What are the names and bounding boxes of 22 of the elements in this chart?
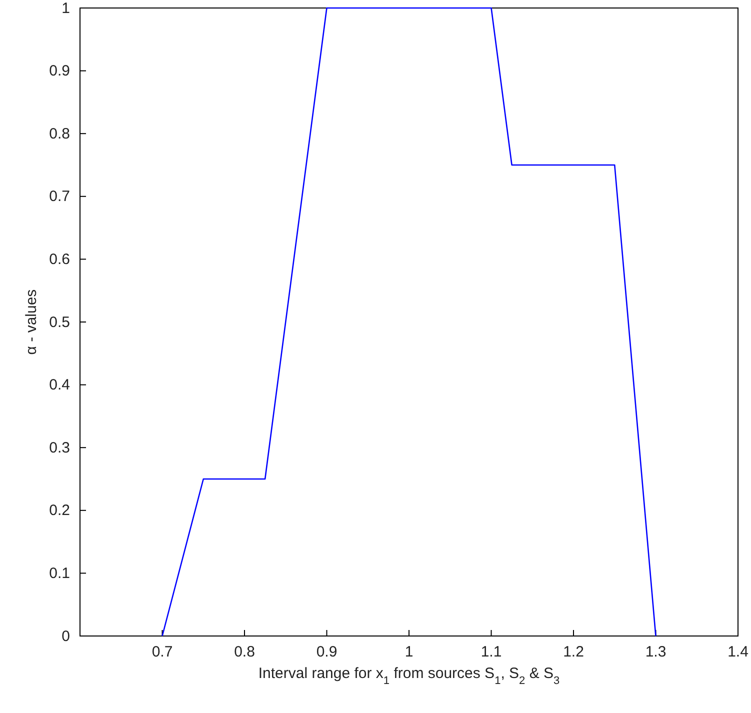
y-axis-title: α - values bbox=[23, 289, 40, 355]
y-tick-label: 0.5 bbox=[49, 314, 70, 331]
x-tick-label: 1.2 bbox=[563, 644, 584, 661]
y-tick-label: 0.8 bbox=[49, 125, 70, 142]
y-tick-label: 1 bbox=[62, 0, 70, 17]
x-tick-label: 0.7 bbox=[152, 644, 173, 661]
x-tick-label: 1 bbox=[404, 644, 414, 661]
x-tick-label: 1.1 bbox=[480, 644, 502, 661]
x-tick-label: 1.3 bbox=[645, 644, 666, 661]
y-tick-label: 0 bbox=[62, 628, 70, 645]
y-tick-label: 0.7 bbox=[49, 188, 70, 206]
y-tick-label: 0.2 bbox=[49, 502, 70, 520]
x-tick-label: 1.4 bbox=[728, 644, 748, 661]
y-tick-label: 0.3 bbox=[49, 439, 70, 456]
line-series bbox=[162, 7, 656, 637]
y-tick-label: 0.4 bbox=[49, 376, 70, 394]
y-tick-label: 0.6 bbox=[49, 251, 70, 268]
x-tick-label: 0.9 bbox=[316, 644, 338, 661]
y-tick-label: 0.1 bbox=[49, 565, 70, 582]
x-tick-label: 0.8 bbox=[234, 644, 255, 661]
y-tick-label: 0.9 bbox=[49, 62, 70, 80]
x-axis-title: Interval range for x$_{1}$ from sources S$_{1}$, S$_{2}$ & S$_{3}$ bbox=[258, 665, 560, 687]
